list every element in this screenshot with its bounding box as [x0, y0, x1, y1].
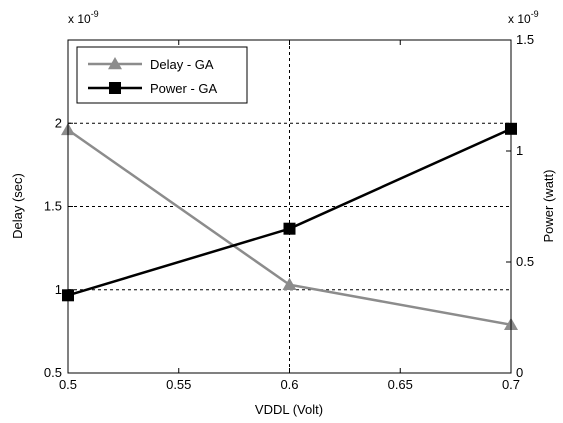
legend-label-delay: Delay - GA: [150, 57, 214, 72]
delay-point: [282, 277, 297, 291]
legend-box: [76, 46, 248, 104]
y-tick-label-left: 1: [55, 282, 62, 297]
right-exponent: x 10-9: [508, 9, 539, 26]
x-tick-label: 0.6: [280, 377, 298, 392]
left-exponent: x 10-9: [68, 9, 99, 26]
x-tick-label: 0.55: [166, 377, 191, 392]
y-tick-label-right: 0: [516, 365, 523, 380]
y-tick-label-left: 2: [55, 115, 62, 130]
y-tick-label-right: 1.5: [516, 32, 534, 47]
x-tick-label: 0.7: [502, 377, 520, 392]
grid-lines: [68, 40, 511, 373]
legend-marker-power: [109, 82, 121, 94]
y-axis-label-right: Power (watt): [541, 170, 556, 243]
legend: Delay - GA Power - GA: [76, 46, 248, 104]
x-tick-label: 0.65: [388, 377, 413, 392]
x-axis-label: VDDL (Volt): [255, 402, 323, 417]
y-tick-label-left: 0.5: [44, 365, 62, 380]
y-tick-label-right: 1: [516, 143, 523, 158]
x-tick-label: 0.5: [59, 377, 77, 392]
legend-marker-delay: [108, 57, 122, 70]
y-axis-label-left: Delay (sec): [10, 173, 25, 239]
axis-ticks: 0.5 0.55 0.6 0.65 0.7 0.5 1 1.5 2 0 0.5 1 1.5: [44, 32, 534, 392]
legend-label-power: Power - GA: [150, 81, 218, 96]
y-tick-label-left: 1.5: [44, 199, 62, 214]
y-tick-label-right: 0.5: [516, 254, 534, 269]
power-point: [283, 222, 296, 235]
